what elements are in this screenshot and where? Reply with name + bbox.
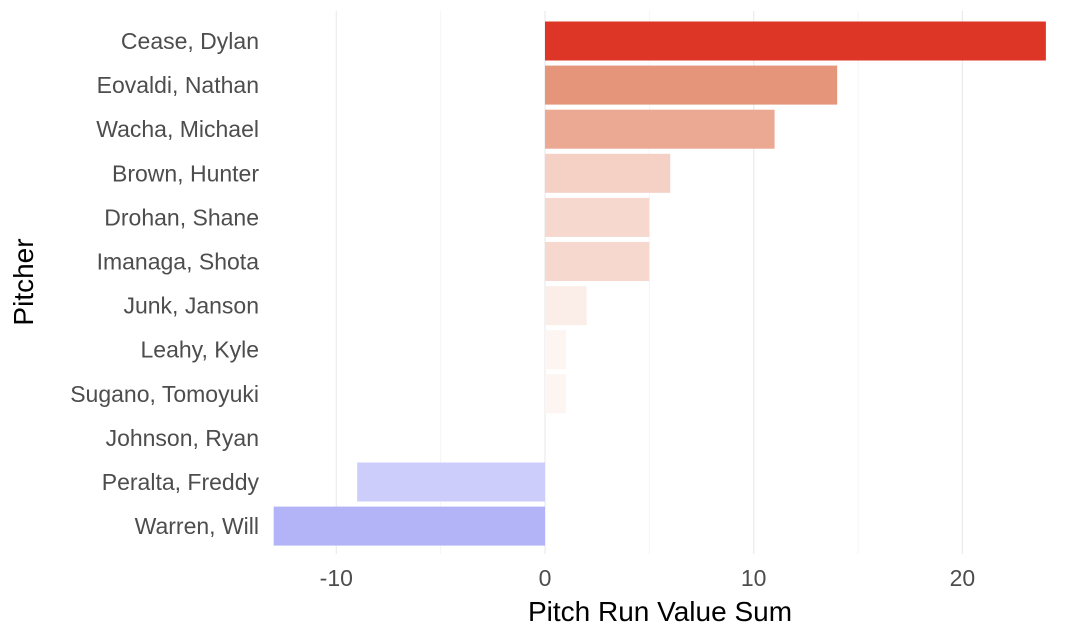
- y-tick-label: Leahy, Kyle: [141, 337, 259, 363]
- bar-sugano-tomoyuki: [545, 374, 566, 414]
- bar-peralta-freddy: [357, 462, 545, 502]
- bar-drohan-shane: [545, 197, 650, 237]
- x-tick-label: 20: [950, 565, 976, 591]
- y-tick-label: Sugano, Tomoyuki: [70, 381, 259, 407]
- y-tick-label: Johnson, Ryan: [106, 425, 259, 451]
- y-tick-label: Junk, Janson: [123, 293, 259, 319]
- bar-eovaldi-nathan: [545, 65, 838, 105]
- bar-cease-dylan: [545, 21, 1046, 61]
- y-tick-label: Drohan, Shane: [104, 204, 259, 230]
- y-tick-label: Imanaga, Shota: [97, 249, 260, 275]
- x-tick-label: -10: [320, 565, 353, 591]
- bar-wacha-michael: [545, 109, 775, 149]
- bar-leahy-kyle: [545, 330, 566, 370]
- y-tick-label: Peralta, Freddy: [102, 469, 260, 495]
- x-axis-tick-labels: -10 0 10 20: [320, 565, 976, 591]
- bar-warren-will: [273, 506, 545, 546]
- y-tick-label: Cease, Dylan: [121, 28, 259, 54]
- bars: [273, 21, 1046, 546]
- x-axis-title: Pitch Run Value Sum: [528, 596, 792, 627]
- y-tick-label: Warren, Will: [135, 513, 259, 539]
- y-tick-label: Wacha, Michael: [96, 116, 259, 142]
- x-tick-label: 0: [539, 565, 552, 591]
- bar-junk-janson: [545, 286, 587, 326]
- bar-brown-hunter: [545, 153, 671, 193]
- x-tick-label: 10: [741, 565, 767, 591]
- bar-imanaga-shota: [545, 242, 650, 281]
- y-axis-tick-labels: Cease, Dylan Eovaldi, Nathan Wacha, Michae…: [70, 28, 259, 539]
- y-axis-title: Pitcher: [8, 238, 39, 325]
- y-tick-label: Brown, Hunter: [112, 160, 259, 186]
- y-tick-label: Eovaldi, Nathan: [97, 72, 259, 98]
